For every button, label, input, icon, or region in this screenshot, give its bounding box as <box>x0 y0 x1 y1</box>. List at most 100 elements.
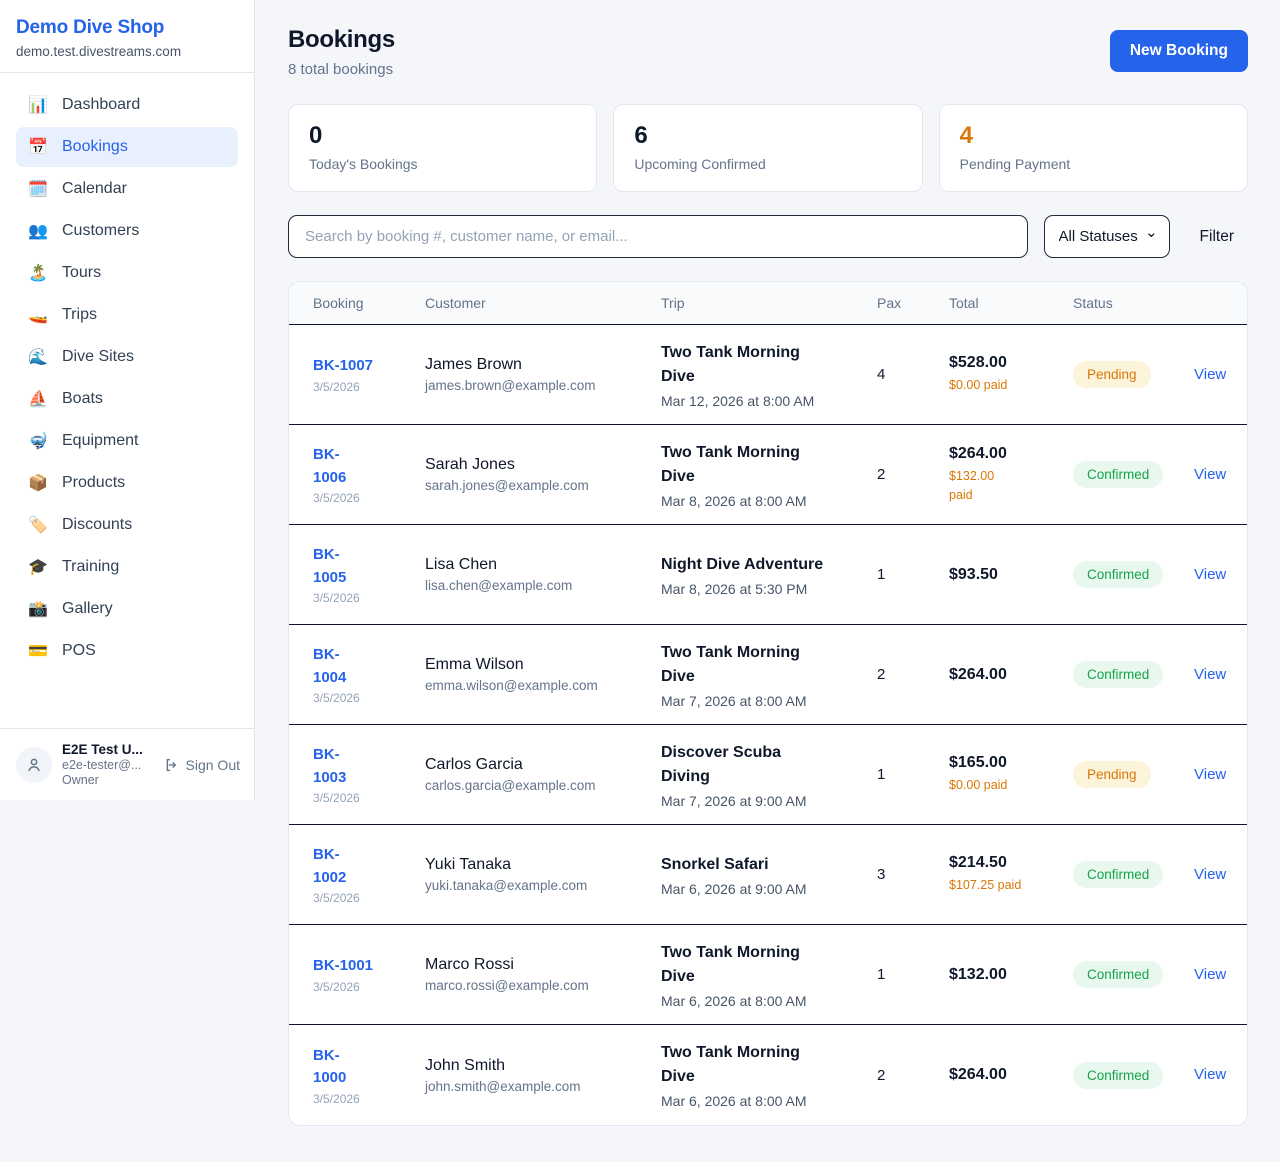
stats-row: 0 Today's Bookings 6 Upcoming Confirmed 4 Pen… <box>288 104 1248 192</box>
view-link[interactable]: View <box>1194 365 1227 383</box>
table-row: BK-1007 3/5/2026 James Brown james.brown@ex… <box>289 325 1247 425</box>
stat-card: 0 Today's Bookings <box>288 104 598 192</box>
booking-cell: BK- 1003 3/5/2026 <box>313 744 425 805</box>
view-cell: View <box>1194 366 1226 384</box>
sidebar-item-trips[interactable]: 🚤 Trips <box>16 295 238 335</box>
sign-out-button[interactable]: Sign Out <box>164 757 240 773</box>
wave-icon: 🌊 <box>28 349 48 366</box>
status-badge: Pending <box>1073 761 1151 788</box>
booking-id-link[interactable]: BK-1007 <box>313 357 374 375</box>
customer-name: James Brown <box>425 356 522 373</box>
island-icon: 🏝️ <box>28 265 48 282</box>
status-badge: Pending <box>1073 361 1151 388</box>
trip-cell: Two Tank Morning Dive Mar 8, 2026 at 8:00… <box>661 441 877 509</box>
status-select-wrap: All Statuses <box>1043 215 1170 258</box>
total-amount: $132.00 <box>949 965 1007 983</box>
trip-datetime: Mar 7, 2026 at 8:00 AM <box>661 692 807 709</box>
sidebar-item-dive-sites[interactable]: 🌊 Dive Sites <box>16 337 238 377</box>
status-badge: Confirmed <box>1073 861 1164 888</box>
sidebar-item-calendar[interactable]: 🗓️ Calendar <box>16 169 238 209</box>
camera-icon: 📸 <box>28 601 48 618</box>
status-badge: Confirmed <box>1073 561 1164 588</box>
booking-cell: BK- 1006 3/5/2026 <box>313 444 425 505</box>
status-select[interactable]: All Statuses <box>1043 215 1170 258</box>
trip-name: Two Tank Morning Dive <box>661 1044 800 1085</box>
table-row: BK- 1006 3/5/2026 Sarah Jones sarah.jones@ex… <box>289 425 1247 525</box>
total-cell: $93.50 <box>949 566 1073 584</box>
view-link[interactable]: View <box>1194 965 1227 983</box>
trip-name: Night Dive Adventure <box>661 555 824 573</box>
trip-cell: Two Tank Morning Dive Mar 12, 2026 at 8:0… <box>661 341 877 409</box>
column-header: Status <box>1073 295 1113 311</box>
view-cell: View <box>1194 466 1226 484</box>
sidebar-item-label: Calendar <box>62 180 127 197</box>
booking-cell: BK- 1005 3/5/2026 <box>313 544 425 605</box>
sidebar-item-gallery[interactable]: 📸 Gallery <box>16 589 238 629</box>
booking-id-link[interactable]: BK- 1002 <box>313 846 347 886</box>
booking-id-link[interactable]: BK- 1006 <box>313 446 347 486</box>
sidebar-item-boats[interactable]: ⛵ Boats <box>16 379 238 419</box>
booking-date: 3/5/2026 <box>313 379 360 394</box>
sidebar-item-label: Tours <box>62 264 102 281</box>
view-link[interactable]: View <box>1194 765 1227 783</box>
stat-label: Upcoming Confirmed <box>634 156 766 172</box>
sidebar-item-label: Training <box>62 558 120 575</box>
column-header: Customer <box>425 295 486 311</box>
view-link[interactable]: View <box>1194 465 1227 483</box>
page-title-block: Bookings 8 total bookings <box>288 26 395 78</box>
sidebar-item-tours[interactable]: 🏝️ Tours <box>16 253 238 293</box>
paid-amount: $0.00 paid <box>949 378 1008 393</box>
search-input[interactable] <box>288 215 1028 258</box>
booking-date: 3/5/2026 <box>313 891 360 905</box>
sidebar-item-bookings[interactable]: 📅 Bookings <box>16 127 238 167</box>
sidebar-item-pos[interactable]: 💳 POS <box>16 631 238 671</box>
booking-id-link[interactable]: BK- 1004 <box>313 646 347 686</box>
total-amount: $264.00 <box>949 1066 1007 1083</box>
view-link[interactable]: View <box>1194 865 1227 883</box>
user-email: e2e-tester@... <box>62 758 142 772</box>
status-badge: Confirmed <box>1073 961 1164 988</box>
booking-id-link[interactable]: BK-1001 <box>313 957 374 975</box>
sidebar-item-equipment[interactable]: 🤿 Equipment <box>16 421 238 461</box>
booking-date: 3/5/2026 <box>313 1091 360 1106</box>
paid-amount: $0.00 paid <box>949 778 1008 793</box>
view-cell: View <box>1194 1066 1226 1084</box>
sidebar-item-discounts[interactable]: 🏷️ Discounts <box>16 505 238 545</box>
booking-cell: BK- 1002 3/5/2026 <box>313 844 425 905</box>
speedboat-icon: 🚤 <box>28 307 48 324</box>
total-amount: $214.50 <box>949 854 1007 872</box>
view-link[interactable]: View <box>1194 565 1227 583</box>
bookings-table: Booking Customer Trip Pax Total Status BK-100… <box>288 281 1248 1126</box>
status-cell: Confirmed <box>1073 661 1194 688</box>
trip-datetime: Mar 8, 2026 at 5:30 PM <box>661 580 808 597</box>
sailboat-icon: ⛵ <box>28 391 48 408</box>
sidebar-item-label: Dashboard <box>62 96 141 113</box>
pax-value: 2 <box>877 1066 886 1084</box>
booking-id-link[interactable]: BK- 1000 <box>313 1046 347 1087</box>
view-link[interactable]: View <box>1194 1066 1227 1083</box>
new-booking-button[interactable]: New Booking <box>1109 30 1248 72</box>
view-link[interactable]: View <box>1194 665 1227 683</box>
trip-datetime: Mar 6, 2026 at 9:00 AM <box>661 880 807 897</box>
pax-value: 1 <box>877 566 886 583</box>
bar-chart-icon: 📊 <box>28 97 48 114</box>
sidebar-item-dashboard[interactable]: 📊 Dashboard <box>16 85 238 125</box>
table-row: BK- 1000 3/5/2026 John Smith john.smith@exam… <box>289 1025 1247 1125</box>
sidebar-item-label: Products <box>62 474 126 491</box>
stat-card: 6 Upcoming Confirmed <box>613 104 923 192</box>
booking-id-link[interactable]: BK- 1005 <box>313 546 347 586</box>
stat-value: 6 <box>634 122 648 149</box>
trip-datetime: Mar 8, 2026 at 8:00 AM <box>661 492 807 509</box>
booking-id-link[interactable]: BK- 1003 <box>313 746 347 786</box>
trip-cell: Night Dive Adventure Mar 8, 2026 at 5:30 … <box>661 553 877 597</box>
booking-cell: BK- 1004 3/5/2026 <box>313 644 425 705</box>
graduation-cap-icon: 🎓 <box>28 559 48 576</box>
user-name: E2E Test U... <box>62 742 143 757</box>
filter-button[interactable]: Filter <box>1199 227 1234 245</box>
stat-card: 4 Pending Payment <box>938 104 1248 192</box>
sidebar-item-products[interactable]: 📦 Products <box>16 463 238 503</box>
stat-value: 4 <box>959 122 974 149</box>
column-header: Total <box>949 295 979 311</box>
sidebar-item-customers[interactable]: 👥 Customers <box>16 211 238 251</box>
sidebar-item-training[interactable]: 🎓 Training <box>16 547 238 587</box>
